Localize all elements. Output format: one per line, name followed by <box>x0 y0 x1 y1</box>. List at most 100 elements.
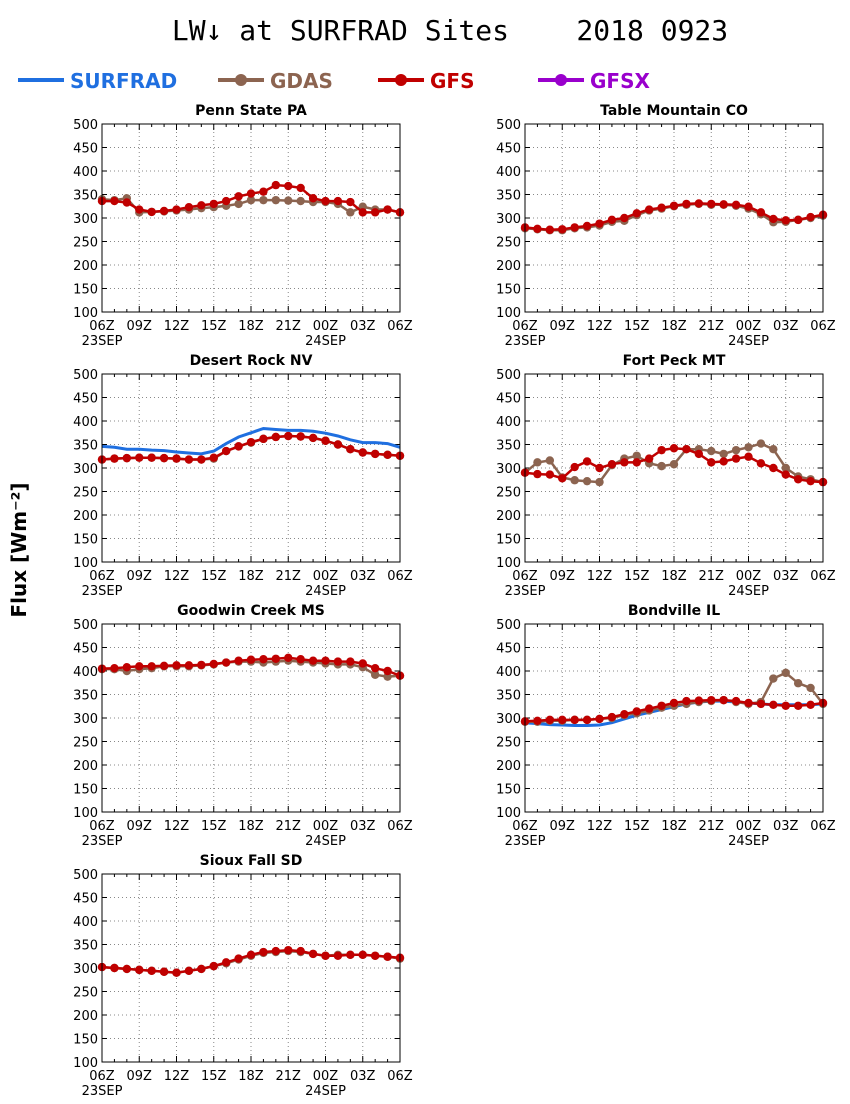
data-point <box>159 661 169 671</box>
data-point <box>246 437 256 447</box>
x-tick-label: 06Z <box>387 819 413 834</box>
data-point <box>694 199 704 208</box>
y-axis-label: Flux [Wm⁻²] <box>7 482 31 617</box>
y-tick-label: 350 <box>73 439 98 454</box>
x-tick-label: 00Z <box>736 569 762 584</box>
data-point <box>570 223 579 232</box>
y-tick-label: 350 <box>496 689 521 704</box>
y-tick-label: 150 <box>73 283 98 298</box>
y-tick-label: 250 <box>73 986 98 1001</box>
data-point <box>197 964 206 974</box>
y-tick-label: 450 <box>496 642 521 657</box>
data-point <box>110 663 119 673</box>
data-point <box>346 208 355 217</box>
data-point <box>271 180 281 190</box>
data-point <box>558 715 567 725</box>
data-point <box>308 949 318 959</box>
x-tick-label: 21Z <box>276 569 302 584</box>
series-gdas <box>520 668 828 726</box>
data-point <box>657 461 666 471</box>
x-tick-label: 15Z <box>201 319 227 334</box>
chart-panel: Table Mountain CO 100 150 200 250 300 350 400 45… <box>496 103 836 349</box>
data-point <box>110 196 119 206</box>
y-tick-label: 100 <box>73 1056 98 1071</box>
data-point <box>582 715 592 725</box>
panel-title: Sioux Fall SD <box>200 853 303 869</box>
data-point <box>147 453 156 462</box>
series-line <box>101 426 401 456</box>
x-tick-label: 12Z <box>587 569 613 584</box>
data-point <box>308 656 318 665</box>
data-point <box>321 436 330 445</box>
data-point <box>346 950 355 960</box>
data-point <box>793 475 803 484</box>
data-point <box>308 433 318 443</box>
x-tick-label: 15Z <box>624 569 650 584</box>
chart-panel: Goodwin Creek MS 100 150 200 250 300 350 400 450… <box>73 603 413 849</box>
data-point <box>271 654 281 663</box>
legend-item: GFS <box>378 69 474 93</box>
data-point <box>694 449 704 459</box>
data-point <box>172 205 181 214</box>
legend-label: GFS <box>430 69 474 93</box>
y-tick-label: 350 <box>73 189 98 204</box>
y-tick-label: 400 <box>496 415 521 430</box>
data-point <box>346 657 355 666</box>
data-point <box>234 199 243 209</box>
data-point <box>159 967 169 976</box>
data-point <box>707 458 716 467</box>
data-point <box>719 457 728 466</box>
y-tick-label: 350 <box>73 689 98 704</box>
y-tick-label: 350 <box>73 939 98 954</box>
data-point <box>197 455 206 464</box>
x-tick-label: 06Z <box>89 569 115 584</box>
y-tick-label: 200 <box>73 509 98 524</box>
x-tick-label: 12Z <box>164 569 190 584</box>
x-tick-label: 18Z <box>238 319 264 334</box>
x-tick-label: 15Z <box>624 319 650 334</box>
series-gfs <box>520 199 828 234</box>
data-point <box>545 225 555 234</box>
x-date-label: 24SEP <box>728 834 769 849</box>
data-point <box>669 444 679 453</box>
data-point <box>558 474 567 483</box>
data-point <box>296 946 305 956</box>
data-point <box>533 716 542 726</box>
data-point <box>744 443 753 452</box>
data-point <box>284 653 293 663</box>
plot-frame <box>524 123 824 313</box>
data-point <box>719 449 728 459</box>
x-tick-label: 06Z <box>512 819 538 834</box>
data-point <box>234 442 243 451</box>
data-point <box>234 192 243 201</box>
x-tick-label: 06Z <box>810 319 836 334</box>
chart-panel: Sioux Fall SD 100 150 200 250 300 350 400 450 500… <box>73 853 413 1099</box>
chart-panel: Bondville IL 100 150 200 250 300 350 400 450 500 0… <box>496 603 836 849</box>
data-point <box>657 701 666 710</box>
data-point <box>246 195 256 205</box>
x-date-label: 23SEP <box>82 334 123 349</box>
panel-title: Fort Peck MT <box>623 353 726 369</box>
y-tick-label: 450 <box>73 392 98 407</box>
x-tick-label: 09Z <box>550 319 576 334</box>
data-point <box>707 695 716 705</box>
y-tick-label: 300 <box>496 212 521 227</box>
data-point <box>110 454 119 463</box>
data-point <box>370 208 380 217</box>
series-gfs <box>520 444 828 487</box>
y-tick-label: 150 <box>496 533 521 548</box>
legend-label: SURFRAD <box>70 69 177 93</box>
x-tick-label: 03Z <box>350 569 376 584</box>
y-tick-label: 100 <box>496 306 521 321</box>
data-point <box>184 966 194 976</box>
x-tick-label: 09Z <box>127 1069 153 1084</box>
y-tick-label: 100 <box>496 806 521 821</box>
data-point <box>582 457 592 466</box>
y-tick-label: 250 <box>496 736 521 751</box>
data-point <box>209 453 218 462</box>
y-tick-label: 250 <box>73 736 98 751</box>
data-point <box>259 434 268 444</box>
data-point <box>806 683 815 693</box>
plot-frame <box>101 623 401 813</box>
data-point <box>246 189 256 198</box>
